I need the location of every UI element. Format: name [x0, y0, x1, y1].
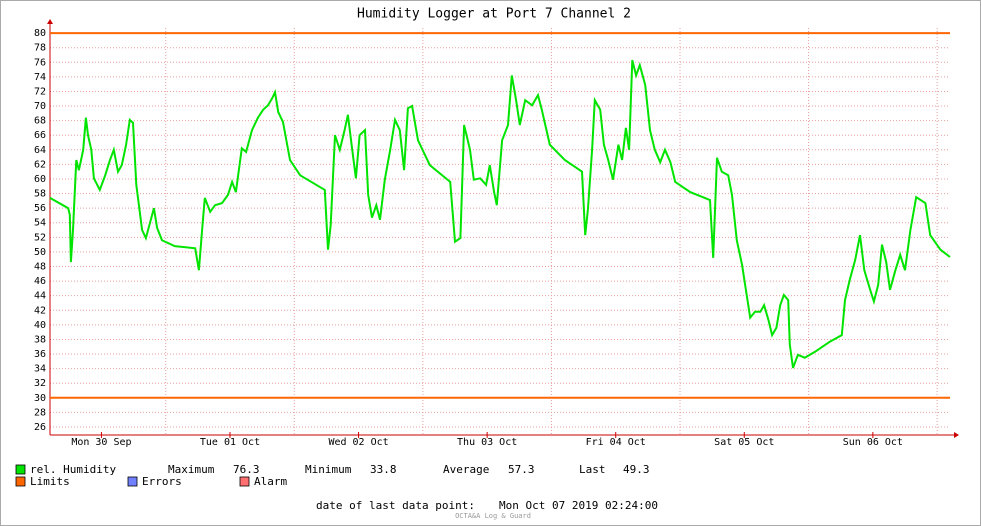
y-tick-label: 80	[34, 28, 46, 39]
x-axis-arrow	[954, 432, 959, 438]
y-tick-label: 76	[34, 57, 46, 68]
legend-swatch	[15, 464, 26, 475]
y-tick-label: 28	[34, 407, 46, 418]
x-tick-label: Sat 05 Oct	[714, 437, 774, 448]
y-tick-label: 58	[34, 189, 46, 200]
y-tick-label: 78	[34, 43, 46, 54]
stat-value: 49.3	[623, 463, 650, 476]
y-tick-label: 70	[34, 101, 46, 112]
stat-label: Average	[443, 463, 489, 476]
legend-label: Errors	[142, 475, 182, 488]
legend-label: rel. Humidity	[30, 463, 116, 476]
stat-value: 33.8	[370, 463, 397, 476]
footer-value: Mon Oct 07 2019 02:24:00	[499, 499, 658, 512]
y-tick-label: 50	[34, 247, 46, 258]
y-tick-label: 64	[34, 145, 46, 156]
y-tick-label: 66	[34, 130, 46, 141]
stat-label: Last	[579, 463, 606, 476]
stat-label: Minimum	[305, 463, 352, 476]
y-tick-label: 40	[34, 320, 46, 331]
y-tick-label: 34	[34, 364, 46, 375]
y-tick-label: 42	[34, 305, 46, 316]
y-tick-label: 54	[34, 218, 46, 229]
y-tick-label: 52	[34, 232, 46, 243]
y-tick-label: 46	[34, 276, 46, 287]
y-tick-label: 62	[34, 159, 46, 170]
y-tick-label: 72	[34, 86, 46, 97]
x-tick-label: Tue 01 Oct	[200, 437, 260, 448]
y-tick-label: 56	[34, 203, 46, 214]
x-tick-label: Thu 03 Oct	[457, 437, 517, 448]
y-tick-label: 26	[34, 422, 46, 433]
y-tick-label: 48	[34, 262, 46, 273]
legend-label: Alarm	[254, 475, 287, 488]
y-tick-label: 38	[34, 334, 46, 345]
x-tick-label: Mon 30 Sep	[71, 437, 131, 448]
data-line	[49, 59, 951, 369]
legend-swatch	[127, 476, 138, 487]
legend-label: Limits	[30, 475, 70, 488]
y-tick-label: 68	[34, 116, 46, 127]
stat-label: Maximum	[168, 463, 215, 476]
legend-swatch	[15, 476, 26, 487]
stat-value: 76.3	[233, 463, 260, 476]
chart-title: Humidity Logger at Port 7 Channel 2	[357, 7, 631, 22]
y-tick-label: 44	[34, 291, 46, 302]
x-tick-label: Sun 06 Oct	[843, 437, 903, 448]
y-tick-label: 60	[34, 174, 46, 185]
watermark: OCTA&A Log & Guard	[455, 512, 531, 520]
x-tick-label: Fri 04 Oct	[586, 437, 646, 448]
y-tick-label: 32	[34, 378, 46, 389]
legend-swatch	[239, 476, 250, 487]
footer-label: date of last data point:	[316, 499, 475, 512]
y-axis-arrow	[47, 19, 53, 24]
x-tick-label: Wed 02 Oct	[328, 437, 388, 448]
y-tick-label: 30	[34, 393, 46, 404]
stat-value: 57.3	[508, 463, 535, 476]
y-tick-label: 74	[34, 72, 46, 83]
y-tick-label: 36	[34, 349, 46, 360]
